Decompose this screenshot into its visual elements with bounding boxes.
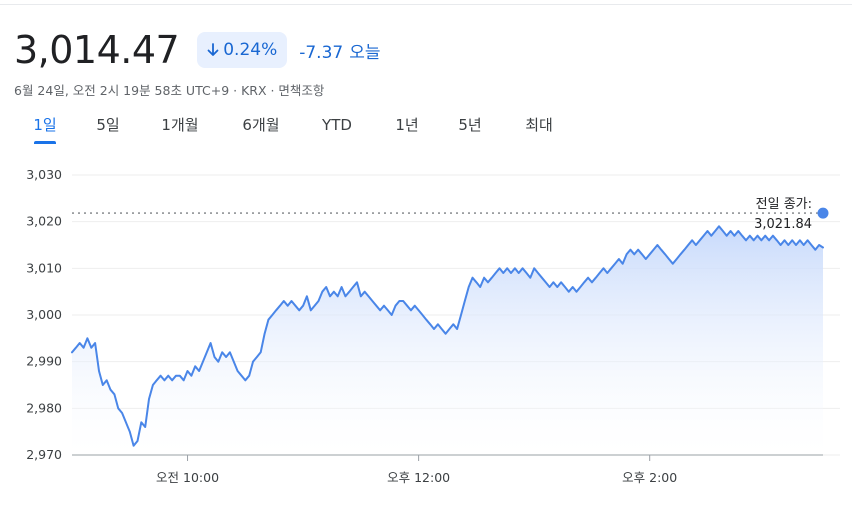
change-period-label: 오늘	[349, 42, 381, 63]
last-price-marker	[817, 207, 829, 219]
arrow-down-icon	[207, 43, 219, 56]
change-percent-value: 0.24%	[223, 40, 278, 60]
x-tick-label: 오후 2:00	[622, 470, 677, 485]
tab-5y[interactable]: 5년	[458, 116, 482, 134]
x-tick-label: 오후 12:00	[387, 470, 450, 485]
change-absolute: -7.37 오늘	[299, 38, 380, 63]
quote-meta: 6월 24일, 오전 2시 19분 58초 UTC+9 · KRX · 면책조항	[14, 83, 325, 98]
y-tick-label: 3,010	[26, 260, 62, 275]
tab-5d[interactable]: 5일	[96, 116, 120, 134]
y-tick-label: 2,980	[26, 400, 62, 415]
tab-1m[interactable]: 1개월	[161, 116, 199, 134]
tab-ytd[interactable]: YTD	[322, 116, 352, 134]
x-tick-label: 오전 10:00	[156, 470, 219, 485]
tab-6m[interactable]: 6개월	[242, 116, 280, 134]
quote-header: 3,014.47 0.24% -7.37 오늘	[14, 28, 381, 72]
change-absolute-value: -7.37	[299, 42, 344, 63]
tab-max[interactable]: 최대	[525, 116, 553, 134]
y-tick-label: 2,970	[26, 447, 62, 462]
y-tick-label: 2,990	[26, 354, 62, 369]
range-tabs: 1일 5일 1개월 6개월 YTD 1년 5년 최대	[14, 110, 614, 150]
previous-close-label: 전일 종가:	[756, 197, 812, 212]
price-line	[71, 225, 824, 447]
top-divider	[0, 4, 852, 5]
change-percent-badge: 0.24%	[197, 32, 288, 68]
y-tick-label: 3,000	[26, 307, 62, 322]
price-area	[72, 226, 823, 455]
y-tick-label: 3,030	[26, 167, 62, 182]
tab-1y[interactable]: 1년	[395, 116, 419, 134]
tab-1d[interactable]: 1일	[32, 110, 58, 144]
y-tick-label: 3,020	[26, 214, 62, 229]
previous-close-value: 3,021.84	[754, 217, 812, 232]
current-price: 3,014.47	[14, 28, 180, 72]
y-axis: 2,970 2,980 2,990 3,000 3,010 3,020 3,030	[26, 167, 62, 462]
x-axis: 오전 10:00 오후 12:00 오후 2:00	[156, 455, 677, 485]
